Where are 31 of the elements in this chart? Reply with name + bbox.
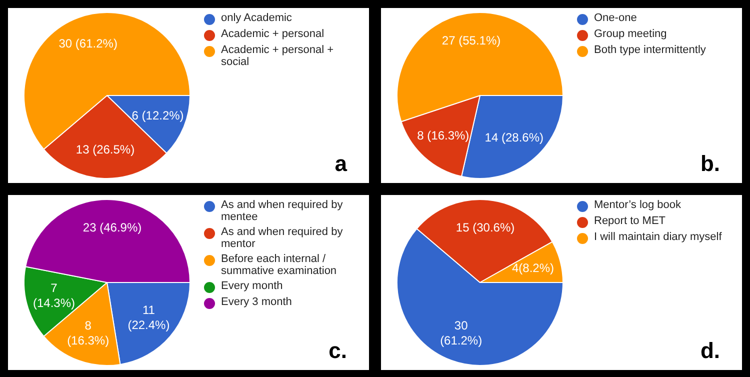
legend-label: One-one [594, 12, 637, 24]
legend-label: Report to MET [594, 215, 666, 227]
legend-label: As and when required by mentor [221, 226, 344, 250]
data-label: 4(8.2%) [512, 260, 554, 275]
text: a [334, 151, 347, 177]
legend-label: Both type intermittently [594, 44, 706, 56]
legend-label: Every 3 month [221, 296, 292, 308]
legend-label: Every month [221, 280, 283, 292]
data-label: 8 (16.3%) [67, 318, 110, 348]
legend-label: Academic + personal + social [221, 44, 335, 68]
legend-label: As and when required by mentee [221, 199, 344, 223]
legend-label: Before each internal / summative examination [221, 253, 338, 277]
data-label: 7 (14.3%) [32, 281, 76, 310]
data-label: 14 (28.6%) [484, 130, 544, 145]
legend-label: Mentor’s log book [594, 199, 682, 211]
data-label: 30 (61.2%) [440, 318, 482, 348]
text: b. [700, 151, 720, 177]
data-label: 8 (16.3%) [417, 128, 470, 142]
data-label: 30 (61.2%) [58, 36, 118, 50]
data-label: 11 (22.4%) [128, 302, 170, 332]
legend-label: I will maintain diary myself [594, 231, 722, 243]
legend-label: Group meeting [594, 28, 667, 40]
legend-label: only Academic [221, 12, 292, 24]
legend-label: Academic + personal [221, 28, 324, 40]
data-label: 13 (26.5%) [76, 142, 135, 157]
data-label: 27 (55.1%) [442, 34, 501, 48]
data-label: 23 (46.9%) [82, 220, 142, 234]
data-label: 15 (30.6%) [456, 220, 515, 234]
text: d. [700, 338, 720, 364]
text: c. [328, 338, 347, 364]
data-label: 6 (12.2%) [132, 108, 184, 122]
